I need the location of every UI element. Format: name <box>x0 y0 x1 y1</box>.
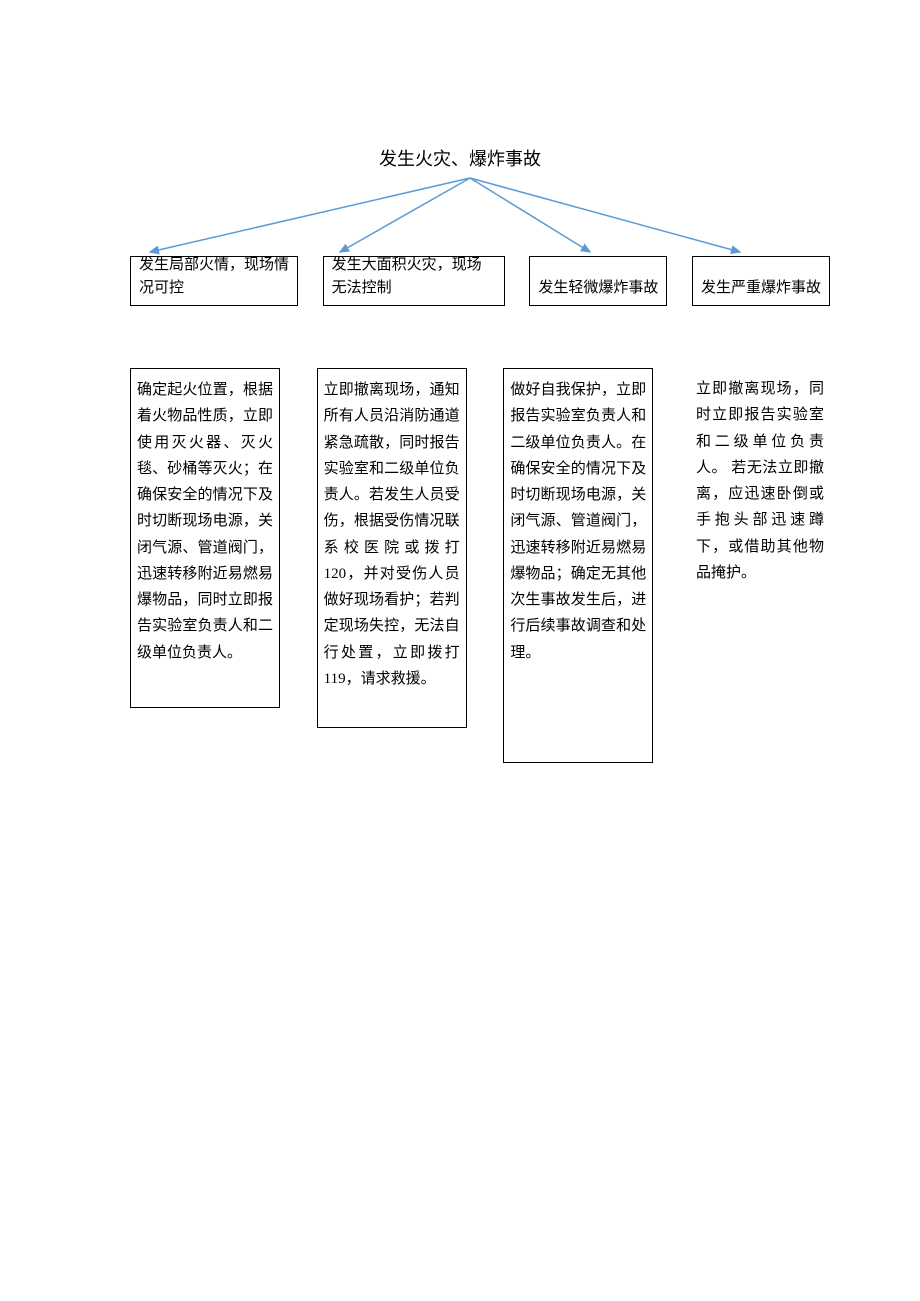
arrow-line-2 <box>340 178 470 252</box>
arrow-line-4 <box>470 178 740 252</box>
response-box-3: 做好自我保护，立即报告实验室负责人和二级单位负责人。在确保安全的情况下及时切断现… <box>503 368 653 763</box>
scenario-box-4: 发生严重爆炸事故 <box>692 256 830 306</box>
arrow-line-1 <box>150 178 470 252</box>
scenario-box-3: 发生轻微爆炸事故 <box>529 256 667 306</box>
scenario-row: 发生局部火情，现场情况可控 发生大面积火灾，现场无法控制 发生轻微爆炸事故 发生… <box>130 256 830 306</box>
response-box-2: 立即撤离现场，通知所有人员沿消防通道紧急疏散，同时报告实验室和二级单位负责人。若… <box>317 368 467 728</box>
response-box-1: 确定起火位置，根据着火物品性质，立即使用灭火器、灭火毯、砂桶等灭火；在确保安全的… <box>130 368 280 708</box>
arrows-container <box>130 170 830 260</box>
response-row: 确定起火位置，根据着火物品性质，立即使用灭火器、灭火毯、砂桶等灭火；在确保安全的… <box>130 368 830 763</box>
scenario-box-1: 发生局部火情，现场情况可控 <box>130 256 298 306</box>
response-box-4: 立即撤离现场，同时立即报告实验室和二级单位负责人。 若无法立即撤离，应迅速卧倒或… <box>690 368 830 648</box>
scenario-box-2: 发生大面积火灾，现场无法控制 <box>323 256 505 306</box>
diagram-title: 发生火灾、爆炸事故 <box>0 145 920 171</box>
arrow-line-3 <box>470 178 590 252</box>
